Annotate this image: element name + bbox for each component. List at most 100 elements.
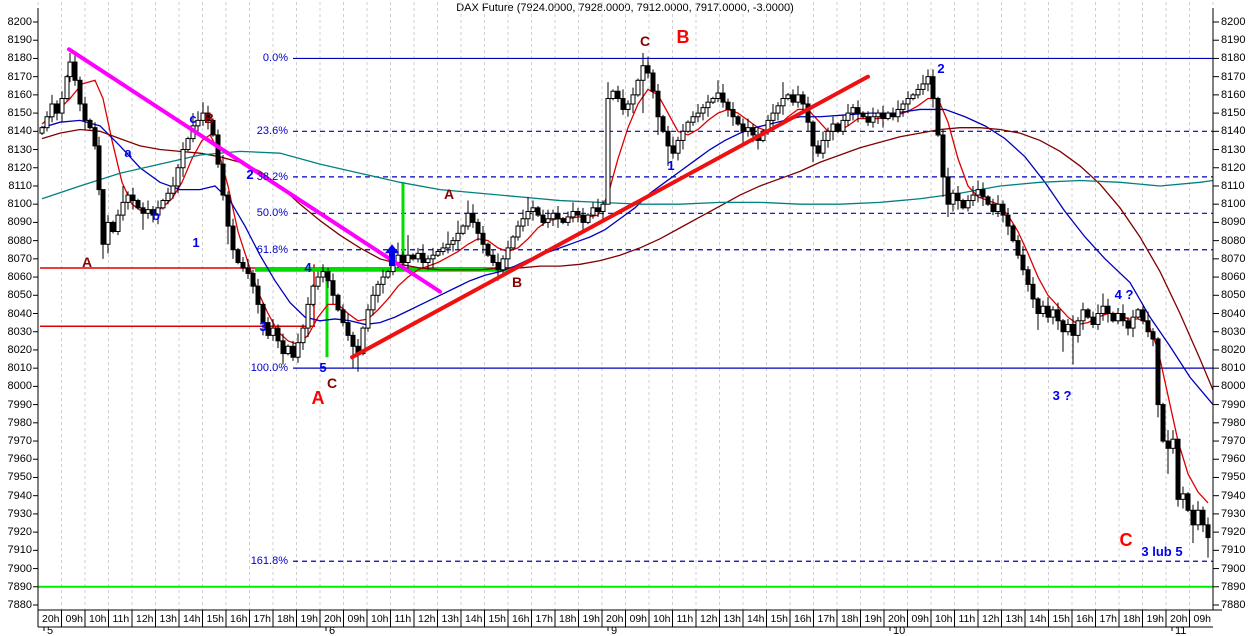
price-tick-right-7920: 7920 xyxy=(1221,526,1246,539)
hour-tick-17: 13h xyxy=(441,613,460,625)
day-label-9: 9 xyxy=(611,625,618,636)
price-tick-left-8160: 8160 xyxy=(7,88,32,101)
hour-tick-46: 18h xyxy=(1123,613,1141,625)
wave-label-A-12: A xyxy=(443,186,455,202)
hour-tick-39: 11h xyxy=(958,613,976,625)
hour-tick-34: 18h xyxy=(841,613,859,625)
price-tick-right-8140: 8140 xyxy=(1221,125,1246,138)
price-tick-right-8080: 8080 xyxy=(1221,234,1246,247)
price-tick-left-7980: 7980 xyxy=(7,416,32,429)
hour-tick-4: 12h xyxy=(136,613,154,625)
hour-tick-37: 09h xyxy=(911,613,930,625)
hour-tick-48: 20h xyxy=(1170,613,1188,625)
wave-label-C-20: C xyxy=(1119,530,1133,550)
hour-tick-22: 18h xyxy=(559,613,577,625)
price-tick-left-7890: 7890 xyxy=(7,580,32,593)
wave-label-a-0: a xyxy=(124,145,132,160)
price-tick-right-7900: 7900 xyxy=(1221,562,1246,575)
price-tick-left-8190: 8190 xyxy=(7,34,32,47)
axes-frame xyxy=(33,8,1222,631)
fib-label-50.0%: 50.0% xyxy=(256,207,288,220)
hour-tick-21: 17h xyxy=(535,613,554,625)
price-tick-right-8130: 8130 xyxy=(1221,143,1246,156)
hour-tick-41: 13h xyxy=(1005,613,1024,625)
hour-tick-47: 19h xyxy=(1146,613,1165,625)
hour-tick-0: 20h xyxy=(42,613,60,625)
price-tick-left-7940: 7940 xyxy=(7,489,32,502)
hour-tick-11: 19h xyxy=(300,613,319,625)
day-label-6: 6 xyxy=(329,625,336,636)
price-tick-right-8190: 8190 xyxy=(1221,34,1246,47)
hour-tick-25: 09h xyxy=(629,613,648,625)
price-tick-left-8010: 8010 xyxy=(7,362,32,375)
price-tick-left-8070: 8070 xyxy=(7,252,32,265)
wave-label-3-7: 3 xyxy=(259,319,267,334)
wave-label-B-16: B xyxy=(676,27,690,47)
wave-label-c-2: c xyxy=(189,111,197,126)
price-tick-left-8080: 8080 xyxy=(7,234,32,247)
hour-tick-26: 10h xyxy=(653,613,671,625)
hour-tick-29: 13h xyxy=(723,613,742,625)
price-tick-right-8010: 8010 xyxy=(1221,362,1246,375)
ma-slow-ma xyxy=(41,127,1214,391)
price-tick-left-8170: 8170 xyxy=(7,70,32,83)
hour-tick-1: 09h xyxy=(65,613,84,625)
hour-tick-28: 12h xyxy=(700,613,718,625)
price-tick-left-7960: 7960 xyxy=(7,453,32,466)
price-tick-left-8050: 8050 xyxy=(7,289,32,302)
hour-tick-6: 14h xyxy=(183,613,201,625)
price-tick-right-7940: 7940 xyxy=(1221,489,1246,502)
hour-tick-35: 19h xyxy=(864,613,883,625)
price-tick-right-7910: 7910 xyxy=(1221,544,1246,557)
hour-tick-31: 15h xyxy=(770,613,789,625)
hour-tick-3: 11h xyxy=(112,613,130,625)
hour-tick-40: 12h xyxy=(982,613,1000,625)
price-tick-left-8140: 8140 xyxy=(7,125,32,138)
price-tick-left-8060: 8060 xyxy=(7,271,32,284)
hour-tick-15: 11h xyxy=(394,613,412,625)
hour-tick-44: 16h xyxy=(1076,613,1094,625)
price-tick-right-8170: 8170 xyxy=(1221,70,1246,83)
hour-tick-19: 15h xyxy=(488,613,507,625)
hour-tick-45: 17h xyxy=(1099,613,1118,625)
hour-tick-24: 20h xyxy=(606,613,624,625)
hour-tick-13: 09h xyxy=(347,613,366,625)
hour-tick-49: 09h xyxy=(1193,613,1212,625)
fib-label-0.0%: 0.0% xyxy=(262,52,288,65)
wave-label-1-4: 1 xyxy=(192,235,200,250)
price-tick-left-8100: 8100 xyxy=(7,198,32,211)
hour-tick-9: 17h xyxy=(253,613,272,625)
grid-lines xyxy=(37,2,1214,610)
price-tick-left-8110: 8110 xyxy=(8,179,32,192)
hour-tick-14: 10h xyxy=(371,613,389,625)
price-tick-right-8060: 8060 xyxy=(1221,271,1246,284)
fib-label-23.6%: 23.6% xyxy=(256,125,288,138)
price-tick-right-7960: 7960 xyxy=(1221,453,1246,466)
uptrend-red xyxy=(350,74,870,360)
price-tick-right-8070: 8070 xyxy=(1221,252,1246,265)
hour-tick-38: 10h xyxy=(935,613,953,625)
wave-label-2-17: 2 xyxy=(937,61,945,76)
wave-label-C-10: C xyxy=(326,375,338,391)
price-tick-left-7900: 7900 xyxy=(7,562,32,575)
price-tick-right-8110: 8110 xyxy=(1221,179,1245,192)
price-tick-right-7890: 7890 xyxy=(1221,580,1246,593)
fib-label-100.0%: 100.0% xyxy=(250,362,288,375)
wave-label-4-?-18: 4 ? xyxy=(1114,287,1134,302)
day-label-10: 10 xyxy=(893,625,906,636)
ma-medium-ma xyxy=(41,108,1214,406)
price-tick-left-7920: 7920 xyxy=(7,526,32,539)
wave-label-A-11: A xyxy=(311,388,325,408)
hour-tick-36: 20h xyxy=(888,613,906,625)
price-tick-right-7930: 7930 xyxy=(1221,507,1246,520)
price-tick-left-8200: 8200 xyxy=(7,16,32,28)
price-tick-left-7990: 7990 xyxy=(7,398,32,411)
price-tick-right-7880: 7880 xyxy=(1221,599,1246,611)
price-tick-right-8090: 8090 xyxy=(1221,216,1246,229)
hour-tick-5: 13h xyxy=(159,613,178,625)
price-tick-right-7950: 7950 xyxy=(1221,471,1246,484)
hour-tick-30: 14h xyxy=(747,613,765,625)
wave-label-4-8: 4 xyxy=(304,260,312,275)
